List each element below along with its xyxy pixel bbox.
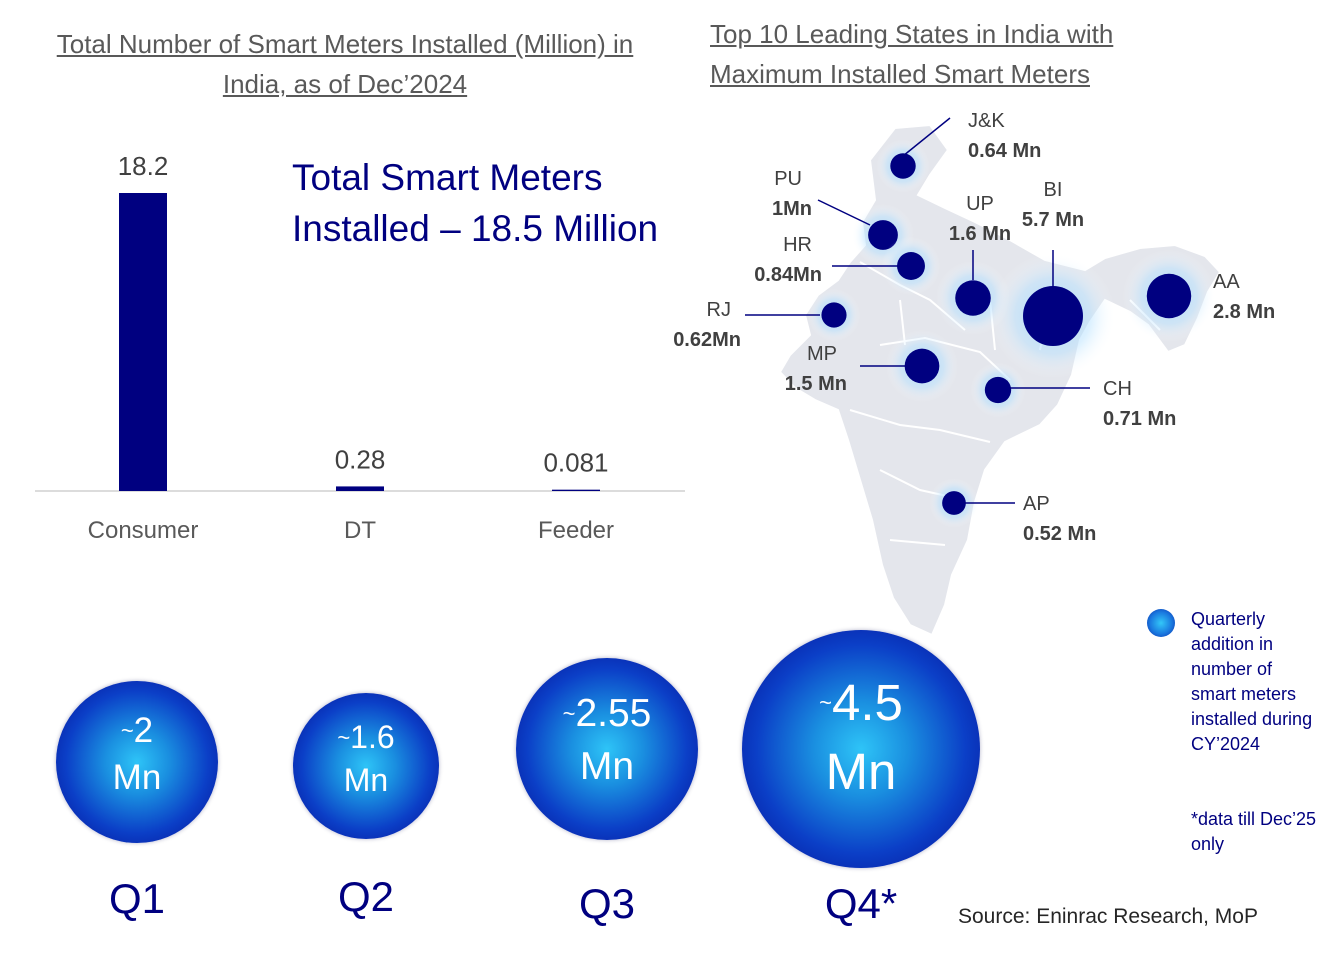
state-code-label: PU: [774, 168, 802, 190]
bar-category-label: Feeder: [538, 517, 614, 544]
leader-line: [817, 199, 871, 226]
state-bubble-aa: [1146, 273, 1192, 319]
state-code-label: J&K: [968, 110, 1005, 132]
state-code-label: AA: [1213, 271, 1240, 293]
state-bubble-up: [955, 280, 991, 316]
state-code-label: UP: [966, 193, 994, 215]
bar-feeder: [552, 489, 600, 491]
legend-bubble-icon: [1147, 609, 1175, 637]
state-bubble-ap: [942, 491, 966, 515]
quarter-unit: Mn: [825, 743, 897, 800]
bar-chart: 18.2 Consumer 0.28 DT 0.081 Feeder: [35, 151, 685, 544]
state-bubble-rj: [821, 302, 847, 328]
state-bubble-pu: [868, 220, 898, 250]
quarter-value: 4.5: [831, 674, 903, 731]
quarter-label: Q3: [578, 880, 636, 927]
quarter-bubble-q2: ~1.6 Mn: [292, 692, 440, 840]
state-bubble-jk: [890, 153, 916, 179]
bar-value-label: 0.28: [335, 444, 386, 474]
quarter-bubble-q4: ~4.5 Mn: [742, 630, 980, 868]
india-map: J&K 0.64 Mn PU 1Mn HR 0.84Mn UP 1.6 Mn BI 5.7 Mn A…: [673, 110, 1275, 637]
map-title: Top 10 Leading States in India with Maxi…: [710, 19, 1114, 89]
bar-category-label: DT: [344, 517, 376, 544]
approx-prefix: ~: [819, 690, 832, 715]
approx-prefix: ~: [337, 724, 351, 750]
quarter-unit: Mn: [343, 761, 389, 798]
state-value-label: 1.5 Mn: [785, 373, 847, 395]
state-bubble-mp: [904, 348, 940, 384]
source-note: Source: Eninrac Research, MoP: [958, 905, 1258, 928]
state-value-label: 0.64 Mn: [968, 140, 1041, 162]
state-bubble-ch: [984, 376, 1012, 404]
state-code-label: BI: [1044, 179, 1063, 201]
approx-prefix: ~: [562, 700, 576, 726]
bar-chart-title: Total Number of Smart Meters Installed (…: [56, 29, 634, 99]
quarter-value: 2: [133, 710, 154, 750]
quarter-unit: Mn: [112, 757, 162, 797]
state-value-label: 1.6 Mn: [949, 223, 1011, 245]
legend-note: *data till Dec’25 only: [1191, 809, 1317, 854]
state-value-label: 0.84Mn: [754, 264, 822, 286]
state-value-label: 0.71 Mn: [1103, 408, 1176, 430]
state-bubble-bi: [1023, 286, 1083, 346]
quarter-unit: Mn: [579, 744, 635, 788]
state-bubble-hr: [897, 252, 925, 280]
legend-text: Quarterly addition in number of smart me…: [1191, 609, 1313, 754]
bar-value-label: 18.2: [118, 151, 169, 181]
state-code-label: CH: [1103, 378, 1132, 400]
state-code-label: AP: [1023, 493, 1050, 515]
quarter-bubble-q1: ~2 Mn: [55, 680, 219, 844]
quarter-label: Q4*: [824, 880, 898, 927]
quarter-value: 2.55: [575, 691, 652, 735]
bar-value-label: 0.081: [543, 448, 608, 478]
bar-dt: [336, 486, 384, 491]
state-value-label: 0.62Mn: [673, 329, 741, 351]
quarter-value: 1.6: [350, 718, 395, 755]
state-value-label: 0.52 Mn: [1023, 523, 1096, 545]
quarter-label: Q1: [108, 875, 166, 922]
total-headline: Total Smart Meters Installed – 18.5 Mill…: [292, 157, 659, 249]
state-value-label: 1Mn: [772, 198, 812, 220]
bar-category-label: Consumer: [88, 517, 199, 544]
quarter-label: Q2: [337, 873, 395, 920]
approx-prefix: ~: [120, 717, 134, 743]
quarter-bubble-q3: ~2.55 Mn: [515, 657, 699, 841]
state-value-label: 2.8 Mn: [1213, 301, 1275, 323]
state-code-label: MP: [807, 343, 837, 365]
state-value-label: 5.7 Mn: [1022, 209, 1084, 231]
leader-line: [902, 117, 951, 157]
bar-consumer: [119, 193, 167, 491]
state-code-label: HR: [783, 234, 812, 256]
state-code-label: RJ: [707, 299, 731, 321]
